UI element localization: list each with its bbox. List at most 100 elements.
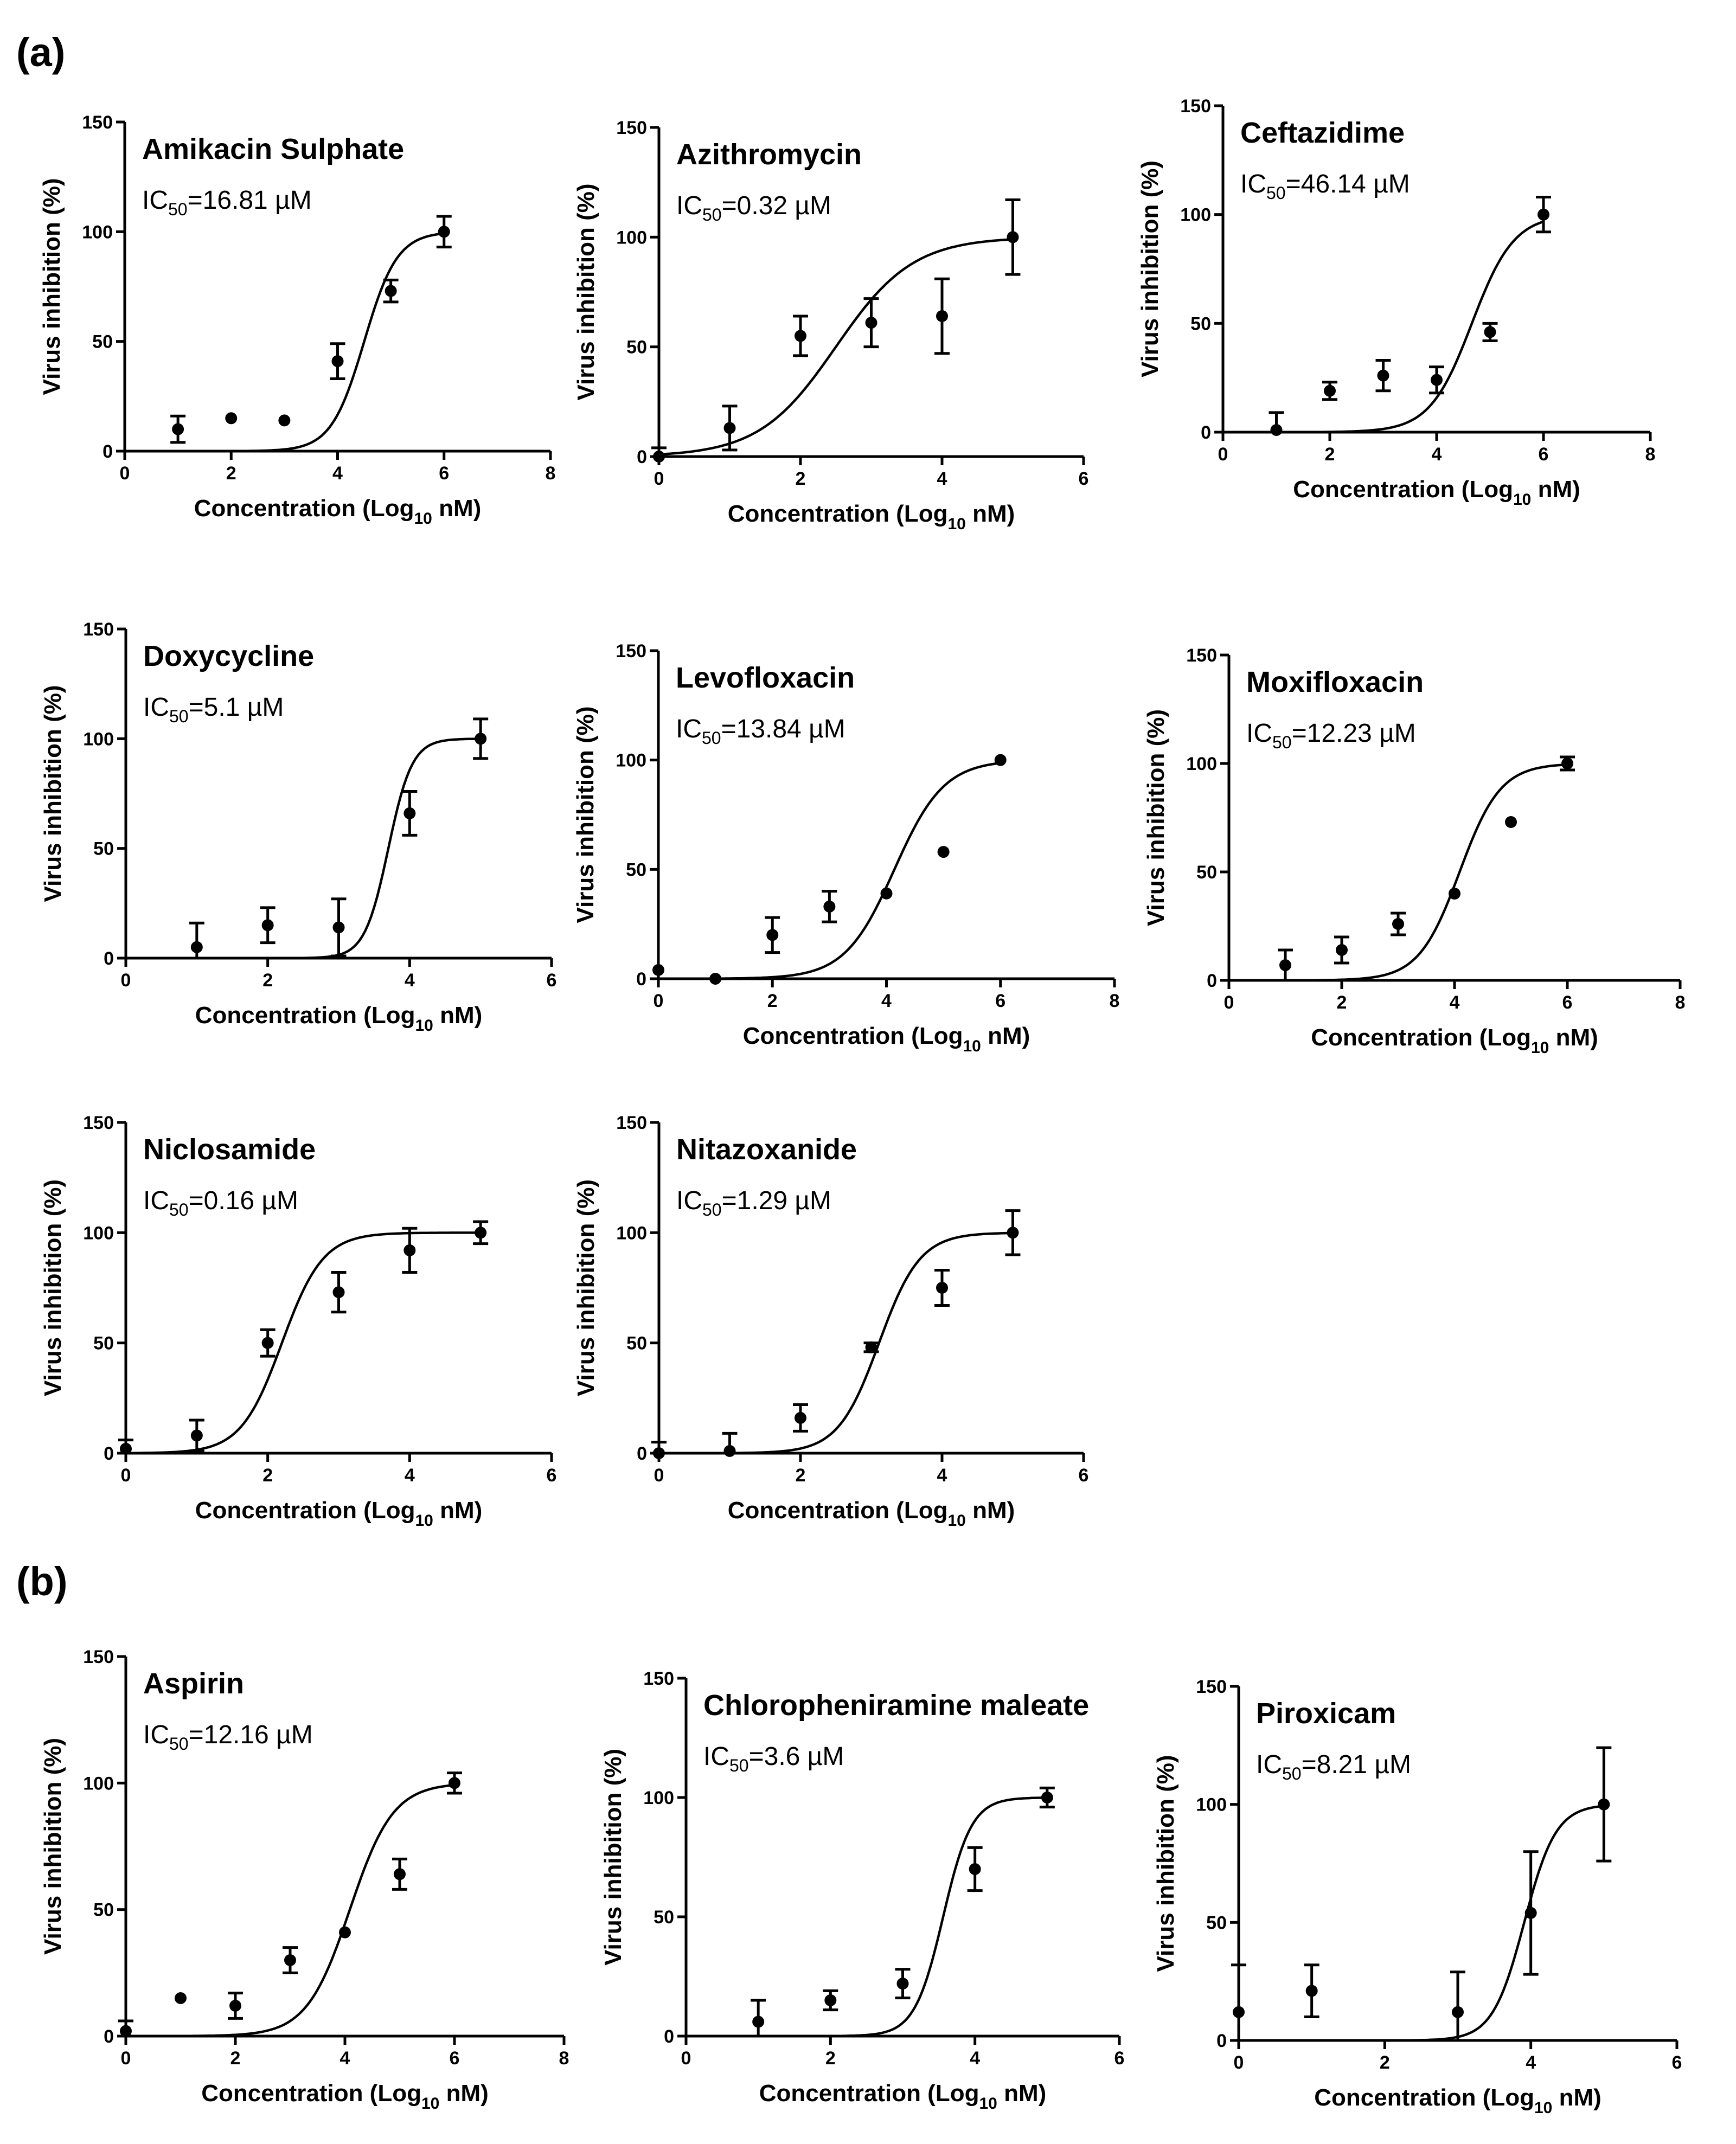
y-tick-label: 0 [1216, 2031, 1227, 2051]
x-axis-label: Concentration (Log10 nM) [728, 500, 1015, 533]
fit-curve [1223, 220, 1544, 434]
ic50-label-text: IC [1240, 170, 1266, 198]
ic50-label-sub: 50 [1266, 183, 1286, 203]
x-axis-label-end: nM) [433, 1002, 482, 1029]
data-point [284, 1954, 296, 1966]
x-axis-label: Concentration (Log10 nM) [194, 495, 482, 528]
x-tick-label: 6 [547, 1465, 557, 1486]
data-point [332, 1286, 345, 1299]
y-tick-label: 50 [1206, 1912, 1227, 1933]
chart-piroxicam: 0 50 100 150 0 2 4 6 Concentration (Log10 nM) Vir… [1152, 1677, 1682, 2117]
x-axis-label-sub: 10 [415, 1512, 433, 1530]
data-point [824, 1994, 837, 2006]
data-point [896, 1978, 909, 1990]
data-point [385, 285, 397, 297]
x-tick-label: 6 [1672, 2052, 1682, 2073]
data-point [1484, 326, 1496, 338]
x-tick-label: 6 [439, 463, 449, 484]
chart-title: Moxifloxacin [1246, 666, 1424, 698]
x-tick-label: 6 [1114, 2048, 1125, 2069]
y-tick-label: 100 [1186, 754, 1217, 774]
x-tick-label: 0 [654, 991, 664, 1011]
y-tick-label: 150 [1180, 96, 1211, 117]
fit-curve [126, 737, 481, 960]
x-axis-label-text: Concentration (Log [195, 1497, 415, 1524]
data-point [823, 900, 836, 913]
y-tick-label: 50 [654, 1907, 674, 1928]
ic50-label: IC50=1.29 µM [676, 1186, 831, 1219]
y-tick-label: 100 [1196, 1795, 1227, 1815]
panel-label-a: (a) [16, 30, 65, 75]
x-tick-label: 0 [121, 970, 131, 991]
ic50-label-sub: 50 [1272, 733, 1292, 752]
x-tick-label: 4 [1526, 2052, 1536, 2073]
data-point [1305, 1985, 1318, 1997]
chart-amikacin-sulphate: 0 50 100 150 0 2 4 6 8 Concentration (Log10 nM) Vi… [39, 112, 555, 528]
y-axis-label: Virus inhibition (%) [40, 1738, 66, 1955]
y-tick-label: 100 [83, 729, 114, 749]
y-tick-label: 50 [92, 332, 113, 352]
x-axis-label: Concentration (Log10 nM) [1314, 2084, 1602, 2117]
x-axis-label-end: nM) [439, 2080, 488, 2107]
data-point [475, 1227, 487, 1239]
x-tick-label: 2 [230, 2048, 241, 2069]
x-axis-label-sub: 10 [421, 2095, 439, 2113]
x-axis-label-sub: 10 [1531, 1039, 1549, 1057]
data-point [261, 1337, 274, 1349]
x-axis-label-text: Concentration (Log [728, 1497, 948, 1524]
x-tick-label: 8 [559, 2048, 569, 2069]
x-tick-label: 4 [970, 2048, 980, 2069]
ic50-value: =46.14 µM [1286, 170, 1410, 198]
x-axis-label-text: Concentration (Log [728, 500, 948, 527]
y-axis-label: Virus inhibition (%) [572, 706, 599, 923]
x-axis-label-end: nM) [1531, 476, 1580, 503]
y-tick-label: 50 [626, 859, 646, 880]
data-point [865, 317, 877, 329]
data-point [795, 330, 806, 342]
x-tick-label: 8 [1675, 992, 1686, 1013]
data-point [1007, 1227, 1019, 1239]
x-tick-label: 6 [1079, 468, 1089, 489]
y-tick-label: 100 [1180, 205, 1211, 226]
y-tick-label: 100 [82, 222, 113, 242]
chart-chloropheniramine-maleate: 0 50 100 150 0 2 4 6 Concentration (Log10 nM) Vir… [600, 1668, 1124, 2113]
data-point [709, 973, 722, 985]
data-point [1279, 959, 1291, 971]
data-point [653, 451, 665, 463]
ic50-label: IC50=12.23 µM [1246, 719, 1416, 752]
data-point [795, 1411, 806, 1424]
y-axis-label: Virus inhibition (%) [573, 183, 599, 400]
fit-curve [830, 1796, 1047, 2038]
x-tick-label: 8 [1645, 444, 1656, 465]
data-point [332, 921, 345, 934]
ic50-value: =12.16 µM [189, 1721, 313, 1749]
ic50-label-text: IC [676, 191, 702, 220]
data-point [331, 355, 344, 368]
x-axis-label-text: Concentration (Log [195, 1002, 415, 1029]
data-point [1538, 208, 1549, 221]
data-point [1324, 384, 1336, 397]
data-point [394, 1868, 406, 1880]
y-tick-label: 100 [616, 750, 646, 771]
chart-nitazoxanide: 0 50 100 150 0 2 4 6 Concentration (Log10 nM) Vir… [573, 1113, 1088, 1530]
fit-curve [125, 232, 445, 453]
fit-curve [658, 238, 1013, 456]
chart-title: Nitazoxanide [676, 1133, 857, 1166]
x-tick-label: 2 [796, 1465, 806, 1486]
ic50-label-text: IC [143, 1186, 169, 1215]
ic50-label: IC50=5.1 µM [143, 693, 284, 726]
x-axis-label: Concentration (Log10 nM) [195, 1497, 483, 1530]
x-axis-label-text: Concentration (Log [201, 2080, 421, 2107]
data-point [449, 1777, 460, 1789]
x-axis-label: Concentration (Log10 nM) [1293, 476, 1580, 509]
x-tick-label: 8 [546, 463, 556, 484]
x-tick-label: 0 [1224, 992, 1234, 1013]
ic50-label-sub: 50 [169, 1200, 189, 1219]
y-tick-label: 150 [83, 1647, 114, 1667]
data-point [752, 2015, 765, 2028]
x-axis-label-end: nM) [966, 500, 1015, 527]
chart-title: Chloropheniramine maleate [703, 1689, 1089, 1722]
chart-title: Piroxicam [1256, 1697, 1396, 1730]
